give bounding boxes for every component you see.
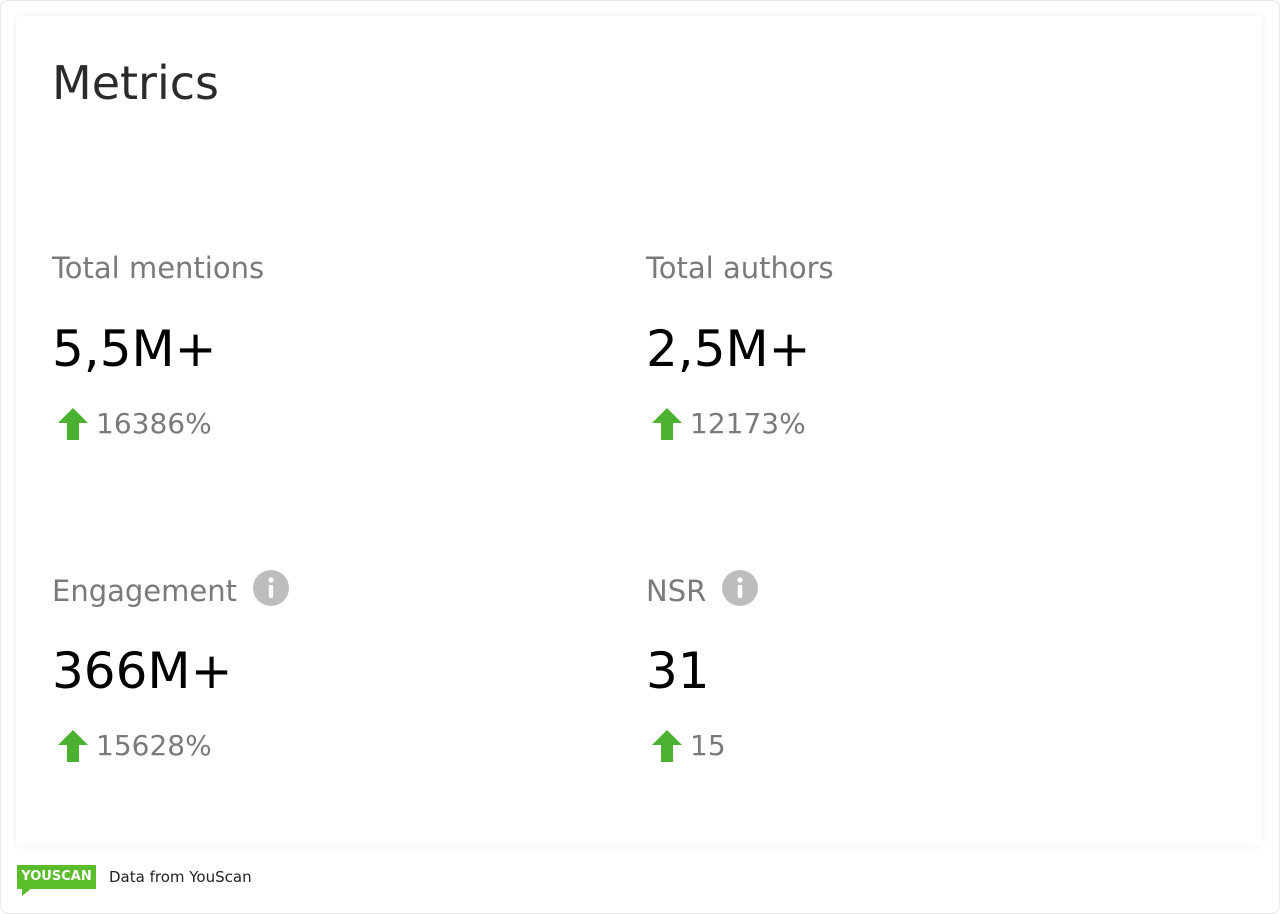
metric-value: 31 — [646, 642, 710, 700]
metric: Total mentions 5,5M+ 16386% — [52, 254, 612, 474]
metric-label: Total authors — [646, 254, 834, 283]
metric-label: Engagement — [52, 570, 289, 608]
card-title: Metrics — [52, 56, 219, 110]
metric-label-text: Engagement — [52, 573, 237, 608]
metric-change-text: 15628% — [96, 729, 212, 762]
metric-label-text: Total authors — [646, 251, 834, 285]
metric-change: 15628% — [52, 730, 212, 762]
source-note: Data from YouScan — [109, 868, 252, 886]
metric: Engagement 366M+ 15628% — [52, 570, 612, 796]
metric-label-text: Total mentions — [52, 251, 265, 285]
metric-label-text: NSR — [646, 573, 707, 608]
logo: YOUSCAN — [17, 865, 96, 889]
metric-change-text: 12173% — [690, 407, 806, 440]
metric-label: NSR — [646, 570, 759, 608]
up-arrow — [652, 730, 682, 762]
metric: NSR 31 15 — [646, 570, 1206, 796]
info-icon[interactable] — [722, 570, 759, 606]
up-arrow — [58, 730, 88, 762]
metric-value: 366M+ — [52, 642, 233, 700]
metric: Total authors 2,5M+ 12173% — [646, 254, 1206, 474]
metric-change-text: 15 — [690, 729, 726, 762]
metric-change: 16386% — [52, 408, 212, 440]
metric-value: 2,5M+ — [646, 320, 811, 378]
logo-tail — [22, 888, 32, 896]
metric-value: 5,5M+ — [52, 320, 217, 378]
up-arrow — [652, 408, 682, 440]
info-icon[interactable] — [252, 570, 289, 606]
up-arrow — [58, 408, 88, 440]
metric-change: 15 — [646, 730, 726, 762]
metric-change: 12173% — [646, 408, 806, 440]
metric-change-text: 16386% — [96, 407, 212, 440]
metric-label: Total mentions — [52, 254, 264, 283]
metrics-card: Metrics Total mentions 5,5M+ 16386% Tota… — [16, 16, 1262, 846]
